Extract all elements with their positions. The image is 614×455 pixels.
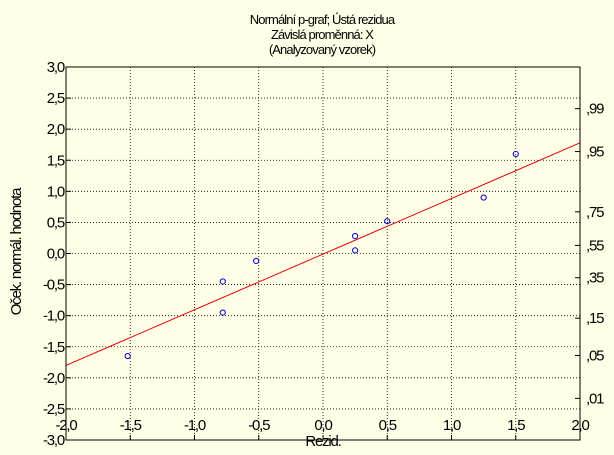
- right-tick-label: ,99: [586, 101, 604, 118]
- x-tick-label: -1,0: [184, 417, 206, 434]
- regression-line: [65, 142, 581, 366]
- data-point: [219, 278, 226, 285]
- y-tick-label: 0,0: [47, 246, 65, 263]
- data-point: [124, 352, 131, 360]
- y-tick-label: -2,5: [43, 401, 65, 418]
- x-tick-label: -2,0: [55, 417, 77, 434]
- data-point: [384, 218, 391, 225]
- x-axis-ticks: -2,0 -1,5 -1,0 -0,5 0,0 0,5 1,0 1,5 2,0: [55, 417, 591, 440]
- x-tick-label: 0,0: [314, 417, 332, 434]
- chart-title-line-2: Závislá proměnná: X: [271, 27, 374, 42]
- right-tick-label: ,35: [586, 270, 604, 287]
- right-tick-label: ,95: [586, 144, 604, 161]
- data-point: [352, 247, 359, 254]
- y-tick-label: 1,0: [47, 183, 65, 200]
- x-tick-label: 2,0: [571, 417, 589, 434]
- y-tick-label: -3,0: [43, 432, 65, 449]
- data-point: [512, 150, 519, 158]
- x-tick-label: -0,5: [248, 417, 270, 434]
- data-point: [352, 232, 359, 240]
- y-tick-label: -1,5: [43, 339, 65, 356]
- x-tick-label: 0,5: [379, 417, 397, 434]
- x-tick-label: 1,5: [507, 417, 525, 434]
- right-tick-label: ,01: [586, 390, 604, 407]
- right-tick-label: ,55: [586, 237, 604, 254]
- plot-frame: [65, 66, 581, 441]
- fit-line: [65, 142, 581, 366]
- grid: [65, 66, 581, 441]
- data-point: [480, 194, 487, 201]
- chart-title-line-1: Normální p-graf; Ústá rezidua: [250, 12, 396, 27]
- y-tick-label: 2,0: [47, 121, 65, 138]
- x-tick-label: 1,0: [443, 417, 461, 434]
- right-tick-label: ,15: [586, 310, 604, 327]
- y-tick-label: 1,5: [47, 152, 65, 169]
- y-tick-label: 0,5: [47, 214, 65, 231]
- data-points: [124, 150, 519, 360]
- y-tick-label: -0,5: [43, 277, 65, 294]
- data-point: [253, 257, 260, 265]
- x-axis-label: Rezid.: [305, 433, 340, 450]
- y-tick-label: 3,0: [47, 59, 65, 76]
- right-axis-ticks: ,99 ,95 ,75 ,55 ,35 ,15 ,05 ,01: [575, 101, 605, 407]
- y-axis-label: Oček. normál. hodnota: [8, 187, 25, 315]
- right-tick-label: ,75: [586, 204, 604, 221]
- x-tick-label: -1,5: [120, 417, 142, 434]
- data-point: [219, 309, 226, 316]
- y-axis-ticks: 3,0 2,5 2,0 1,5 1,0 0,5 0,0 -0,5 -1,0 -1,5 -2,0 -2,…: [43, 59, 71, 449]
- chart-title: Normální p-graf; Ústá rezidua Závislá pr…: [250, 12, 397, 57]
- right-tick-label: ,05: [586, 347, 604, 364]
- y-tick-label: 2,5: [47, 90, 65, 107]
- y-tick-label: -2,0: [43, 370, 65, 387]
- y-tick-label: -1,0: [43, 308, 65, 325]
- chart-title-line-3: (Analyzovaný vzorek): [269, 42, 376, 57]
